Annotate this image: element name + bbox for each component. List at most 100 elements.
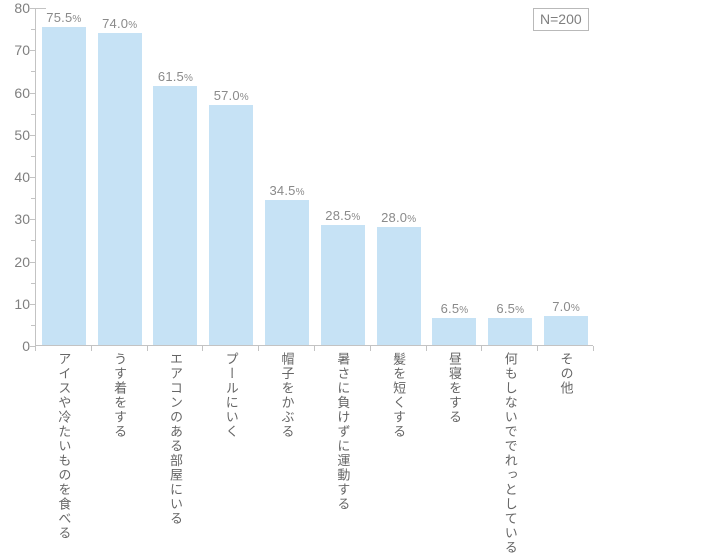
bar: [97, 33, 142, 345]
category-slot: 髪を短くする: [370, 352, 426, 439]
percent-sign: %: [459, 304, 469, 316]
y-major-tick: [29, 134, 35, 136]
category-slot: その他: [537, 352, 593, 396]
category-label: その他: [558, 352, 574, 396]
x-axis-tick: [537, 346, 539, 351]
bar-slot: 28.5%: [315, 8, 371, 345]
x-axis-tick: [593, 346, 594, 351]
percent-sign: %: [570, 302, 580, 314]
bar-slot: 75.5%: [36, 8, 92, 345]
bar-slot: 57.0%: [203, 8, 259, 345]
category-slot: 暑さに負けずに運動する: [314, 352, 370, 512]
category-label: エアコンのある部屋にいる: [167, 352, 183, 526]
bar-slot: 7.0%: [538, 8, 594, 345]
bar-slot: 74.0%: [92, 8, 148, 345]
bar-slot: 61.5%: [148, 8, 204, 345]
y-major-tick: [29, 177, 35, 178]
x-axis-tick: [258, 346, 260, 351]
category-slot: プールにいく: [202, 352, 258, 439]
y-minor-tick: [31, 155, 35, 157]
y-tick-label: 70: [14, 42, 30, 59]
bar-value-label: 7.0%: [552, 298, 580, 314]
y-minor-tick: [31, 324, 35, 326]
category-label: 髪を短くする: [391, 352, 407, 439]
x-axis-tick: [314, 346, 315, 351]
category-label: 昼寝をする: [446, 352, 462, 425]
category-label: 何もしないででれっとしている: [502, 352, 518, 555]
category-slot: 何もしないででれっとしている: [481, 352, 537, 555]
y-tick-label: 20: [14, 253, 30, 270]
sample-size-badge: N=200: [533, 8, 589, 31]
category-slot: うす着をする: [91, 352, 147, 439]
bar: [544, 315, 589, 345]
plot-area: 75.5% 74.0% 61.5% 57.0% 34.5% 28.5% 28.0% 6.5% 6…: [35, 8, 593, 346]
y-major-tick: [29, 50, 35, 52]
bar-value-label: 57.0%: [213, 87, 249, 103]
bar-value-label: 75.5%: [46, 9, 82, 25]
bar-series: 75.5% 74.0% 61.5% 57.0% 34.5% 28.5% 28.0% 6.5% 6…: [36, 8, 593, 345]
bar: [320, 224, 365, 345]
y-minor-tick: [31, 282, 35, 284]
x-axis-tick: [146, 346, 148, 351]
bar-value-label: 6.5%: [440, 300, 469, 316]
percent-sign: %: [515, 304, 525, 316]
x-axis-tick: [369, 346, 371, 351]
y-minor-tick: [31, 240, 35, 242]
bar-value-label: 28.0%: [381, 210, 417, 226]
x-axis-category-labels: アイスや冷たいものを食べる うす着をする エアコンのある部屋にいる プールにいく 帽子を…: [35, 352, 593, 555]
bar: [209, 104, 254, 345]
percent-sign: %: [239, 91, 249, 103]
category-slot: 帽子をかぶる: [258, 352, 314, 439]
x-axis-tick: [425, 346, 427, 351]
y-major-tick: [29, 346, 35, 347]
percent-sign: %: [128, 20, 138, 32]
y-axis: 0 10 20 30 40 50 60 70 80: [0, 0, 30, 360]
bar: [432, 317, 477, 345]
bar: [488, 317, 533, 345]
y-major-tick: [29, 261, 35, 263]
y-tick-label: 0: [22, 338, 30, 354]
y-minor-tick: [31, 198, 35, 200]
percent-sign: %: [184, 72, 194, 84]
category-label: うす着をする: [112, 352, 128, 439]
y-minor-tick: [31, 113, 35, 115]
y-tick-label: 50: [14, 126, 30, 143]
y-axis-top-tick: [35, 8, 46, 9]
y-tick-label: 30: [14, 211, 30, 228]
percent-sign: %: [407, 214, 417, 226]
bar-slot: 6.5%: [482, 8, 538, 345]
category-slot: エアコンのある部屋にいる: [147, 352, 203, 526]
category-label: 帽子をかぶる: [279, 352, 295, 439]
y-major-tick: [29, 92, 35, 94]
x-axis-tick: [35, 346, 36, 351]
category-slot: アイスや冷たいものを食べる: [35, 352, 91, 541]
category-slot: 昼寝をする: [426, 352, 482, 425]
bar: [376, 227, 421, 345]
x-axis-tick: [202, 346, 204, 351]
bar-value-label: 74.0%: [102, 16, 138, 32]
bar-value-label: 34.5%: [269, 182, 305, 198]
y-major-tick: [29, 219, 35, 221]
category-label: 暑さに負けずに運動する: [335, 352, 351, 512]
y-tick-label: 80: [14, 0, 30, 16]
bar: [265, 199, 310, 345]
x-axis-tick: [481, 346, 483, 351]
y-minor-tick: [31, 71, 35, 73]
percent-sign: %: [295, 186, 305, 198]
percent-sign: %: [72, 13, 82, 25]
bar-slot: 34.5%: [259, 8, 315, 345]
x-axis-tick: [90, 346, 92, 351]
bar: [153, 85, 198, 345]
bar-value-label: 61.5%: [157, 68, 194, 84]
percent-sign: %: [351, 211, 361, 223]
bar-slot: 6.5%: [427, 8, 483, 345]
bar-slot: 28.0%: [371, 8, 427, 345]
y-major-tick: [29, 8, 35, 9]
y-tick-label: 10: [14, 295, 30, 312]
y-tick-label: 40: [14, 169, 30, 185]
category-label: プールにいく: [223, 352, 239, 439]
y-major-tick: [29, 303, 35, 305]
y-tick-label: 60: [14, 84, 30, 101]
bar-value-label: 6.5%: [496, 300, 525, 316]
